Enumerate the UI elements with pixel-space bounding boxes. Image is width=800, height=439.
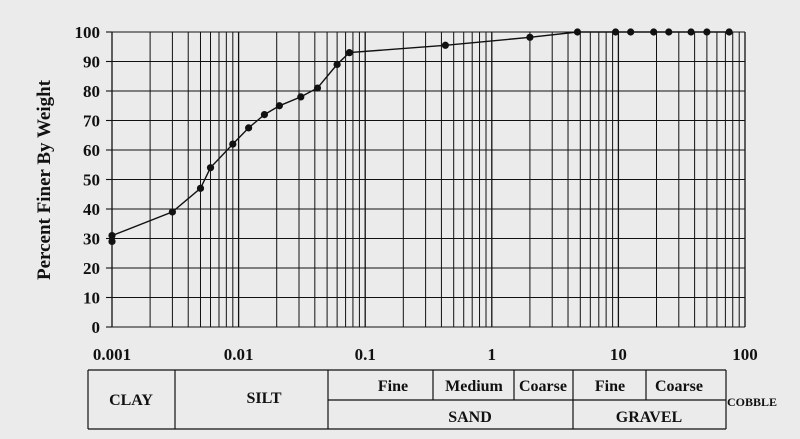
gravel-label: GRAVEL	[616, 409, 682, 426]
data-point	[108, 231, 116, 240]
data-point	[441, 41, 449, 49]
data-point	[297, 93, 305, 101]
y-tick-label: 60	[83, 141, 100, 160]
series	[108, 28, 733, 246]
data-point	[665, 28, 673, 36]
x-tick-labels: 0.001 0.01 0.1 1 10 100	[93, 345, 758, 364]
y-tick-label: 90	[83, 53, 100, 72]
x-tick-label: 0.1	[355, 345, 376, 364]
data-point	[611, 28, 620, 36]
data-point	[168, 208, 177, 216]
sand-fine-label: Fine	[378, 378, 408, 395]
data-point	[703, 28, 711, 36]
sand-medium-label: Medium	[445, 378, 503, 395]
y-tick-label: 10	[83, 289, 100, 308]
data-point	[229, 140, 237, 148]
gravel-coarse-label: Coarse	[655, 378, 703, 395]
data-point	[687, 28, 695, 36]
data-point	[260, 111, 269, 119]
data-point	[650, 28, 658, 36]
y-tick-label: 100	[75, 23, 101, 42]
cobble-label: COBBLE	[727, 395, 777, 409]
x-tick-label: 1	[488, 345, 497, 364]
data-point	[573, 28, 582, 36]
data-point	[206, 164, 215, 172]
y-tick-label: 80	[83, 82, 100, 101]
data-point	[245, 124, 253, 132]
y-tick-label: 40	[83, 200, 100, 219]
sand-label: SAND	[448, 409, 492, 426]
y-tick-label: 20	[83, 259, 100, 278]
data-point	[627, 28, 635, 36]
data-point	[333, 60, 341, 69]
x-tick-label: 0.01	[224, 345, 254, 364]
y-tick-label: 70	[83, 112, 100, 131]
data-point	[345, 49, 353, 57]
y-tick-label: 50	[83, 171, 100, 190]
data-point	[313, 84, 322, 92]
data-point	[275, 102, 283, 110]
x-tick-label: 10	[610, 345, 627, 364]
grid	[106, 31, 746, 328]
sand-coarse-label: Coarse	[519, 378, 567, 395]
series-line	[111, 31, 730, 242]
classification-table: CLAY SILT Fine Medium Coarse SAND Fine C…	[87, 369, 777, 430]
y-tick-labels: 0 10 20 30 40 50 60 70 80 90 100	[75, 23, 101, 337]
data-point	[108, 237, 116, 246]
y-axis-label: Percent Finer By Weight	[34, 79, 55, 280]
data-point	[526, 33, 534, 41]
data-point	[725, 28, 733, 36]
y-tick-label: 30	[83, 230, 100, 249]
gravel-fine-label: Fine	[595, 378, 625, 395]
y-tick-label: 0	[92, 318, 101, 337]
x-tick-label: 100	[732, 345, 758, 364]
data-point	[196, 184, 205, 192]
x-tick-label: 0.001	[93, 345, 131, 364]
silt-label: SILT	[247, 390, 282, 407]
clay-label: CLAY	[109, 392, 153, 409]
